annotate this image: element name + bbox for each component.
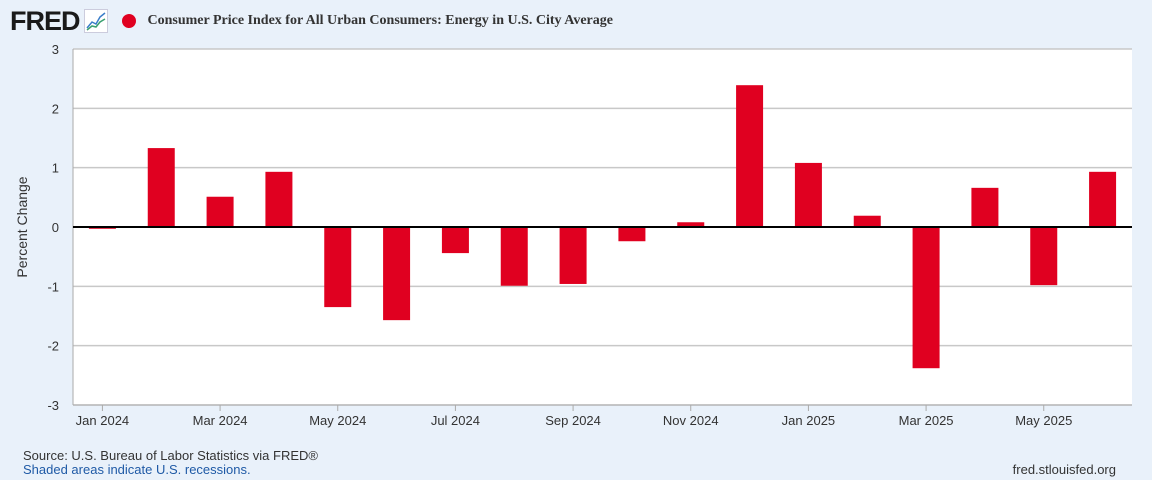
- bar-jun-2024: [383, 227, 411, 321]
- x-tick-label: Mar 2024: [193, 413, 248, 428]
- x-tick-label: Jan 2025: [782, 413, 836, 428]
- bar-feb-2024: [147, 148, 175, 227]
- x-tick-label: Mar 2025: [899, 413, 954, 428]
- y-tick-label: 3: [52, 42, 59, 57]
- x-tick-label: Jan 2024: [76, 413, 130, 428]
- x-tick-label: Nov 2024: [663, 413, 719, 428]
- bar-jun-2025: [1089, 171, 1117, 227]
- bar-sep-2024: [559, 227, 587, 284]
- chart-header: FRED Consumer Price Index for All Urban …: [10, 6, 613, 36]
- bar-oct-2024: [618, 227, 646, 242]
- bar-jan-2025: [794, 162, 822, 227]
- y-tick-label: 2: [52, 101, 59, 116]
- legend-marker: [121, 14, 136, 28]
- bar-apr-2024: [265, 171, 293, 227]
- fred-graph-icon: [83, 9, 108, 33]
- y-tick-label: -3: [47, 398, 59, 413]
- bar-mar-2024: [206, 196, 234, 227]
- bar-nov-2024: [677, 222, 705, 227]
- bar-mar-2025: [912, 227, 940, 369]
- bar-jul-2024: [441, 227, 469, 254]
- source-note: Source: U.S. Bureau of Labor Statistics …: [23, 448, 318, 463]
- y-tick-label: 0: [52, 220, 59, 235]
- x-tick-label: May 2024: [309, 413, 366, 428]
- bar-feb-2025: [853, 215, 881, 227]
- bar-apr-2025: [971, 187, 999, 227]
- y-axis-label: Percent Change: [14, 176, 30, 277]
- y-tick-label: -1: [47, 279, 59, 294]
- fred-site-link[interactable]: fred.stlouisfed.org: [1012, 462, 1116, 477]
- fred-logo[interactable]: FRED: [10, 5, 80, 36]
- chart-title: Consumer Price Index for All Urban Consu…: [147, 13, 613, 28]
- bar-dec-2024: [736, 85, 764, 228]
- x-tick-label: May 2025: [1015, 413, 1072, 428]
- bar-may-2025: [1030, 227, 1058, 286]
- y-tick-label: -2: [47, 339, 59, 354]
- bar-aug-2024: [500, 227, 528, 286]
- x-tick-label: Jul 2024: [431, 413, 480, 428]
- recessions-link[interactable]: Shaded areas indicate U.S. recessions.: [23, 462, 251, 477]
- x-tick-label: Sep 2024: [545, 413, 601, 428]
- y-tick-label: 1: [52, 161, 59, 176]
- bar-may-2024: [324, 227, 352, 308]
